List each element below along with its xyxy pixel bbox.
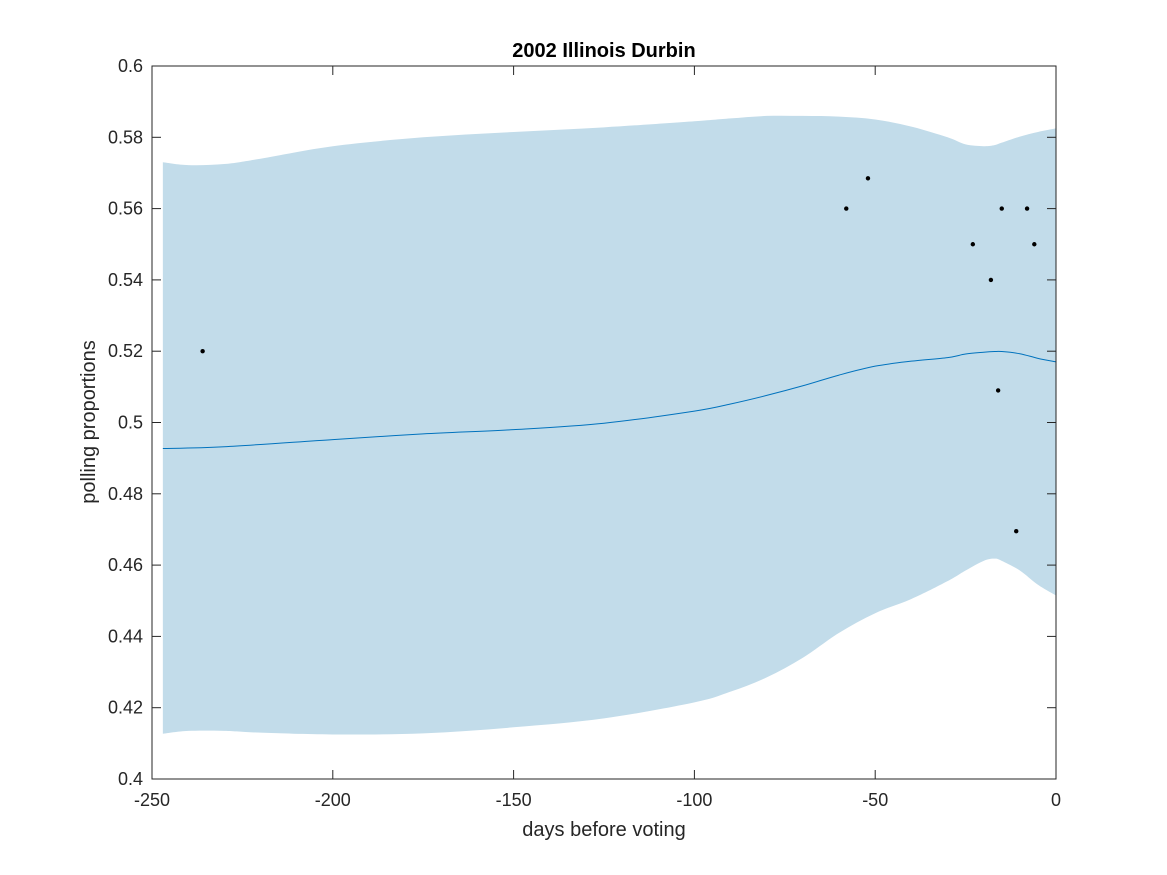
axes: -250 -200 -150 -100 -50 0 0.4 0.42 0.44 0.46 0.48 0…	[108, 56, 1061, 810]
series-line-0	[162, 350, 1056, 450]
y-tick-label: 0.44	[108, 626, 143, 646]
y-tick-label: 0.58	[108, 127, 143, 147]
data-point	[999, 206, 1004, 211]
data-point	[995, 388, 1001, 393]
y-tick-label: 0.52	[108, 341, 143, 361]
y-tick-label: 0.46	[108, 555, 143, 575]
y-axis-label: polling proportions	[78, 340, 100, 503]
x-tick-label: -100	[676, 790, 712, 810]
y-tick-label: 0.48	[108, 484, 143, 504]
confidence-band	[162, 115, 1056, 735]
y-tick-label: 0.4	[118, 769, 143, 789]
plot-content	[162, 115, 1056, 735]
y-tick-label: 0.42	[108, 698, 143, 718]
plot-area	[162, 115, 1056, 735]
data-point	[1014, 529, 1019, 534]
y-tick-label: 0.56	[108, 199, 143, 219]
data-point	[844, 206, 849, 211]
y-tick-label: 0.6	[118, 56, 143, 76]
data-point	[200, 349, 205, 354]
data-point	[1024, 206, 1030, 211]
x-axis-label: days before voting	[522, 819, 685, 841]
y-tick-label: 0.5	[118, 413, 143, 433]
data-point	[988, 277, 994, 283]
x-tick-label: -50	[862, 790, 888, 810]
x-tick-label: -250	[134, 790, 170, 810]
chart-title: 2002 Illinois Durbin	[512, 40, 695, 62]
data-point	[865, 176, 871, 181]
data-point	[1032, 242, 1037, 247]
data-point	[970, 242, 976, 247]
x-tick-label: -150	[496, 790, 532, 810]
y-tick-label: 0.54	[108, 270, 143, 290]
x-tick-label: -200	[315, 790, 351, 810]
x-tick-label: 0	[1051, 790, 1061, 810]
